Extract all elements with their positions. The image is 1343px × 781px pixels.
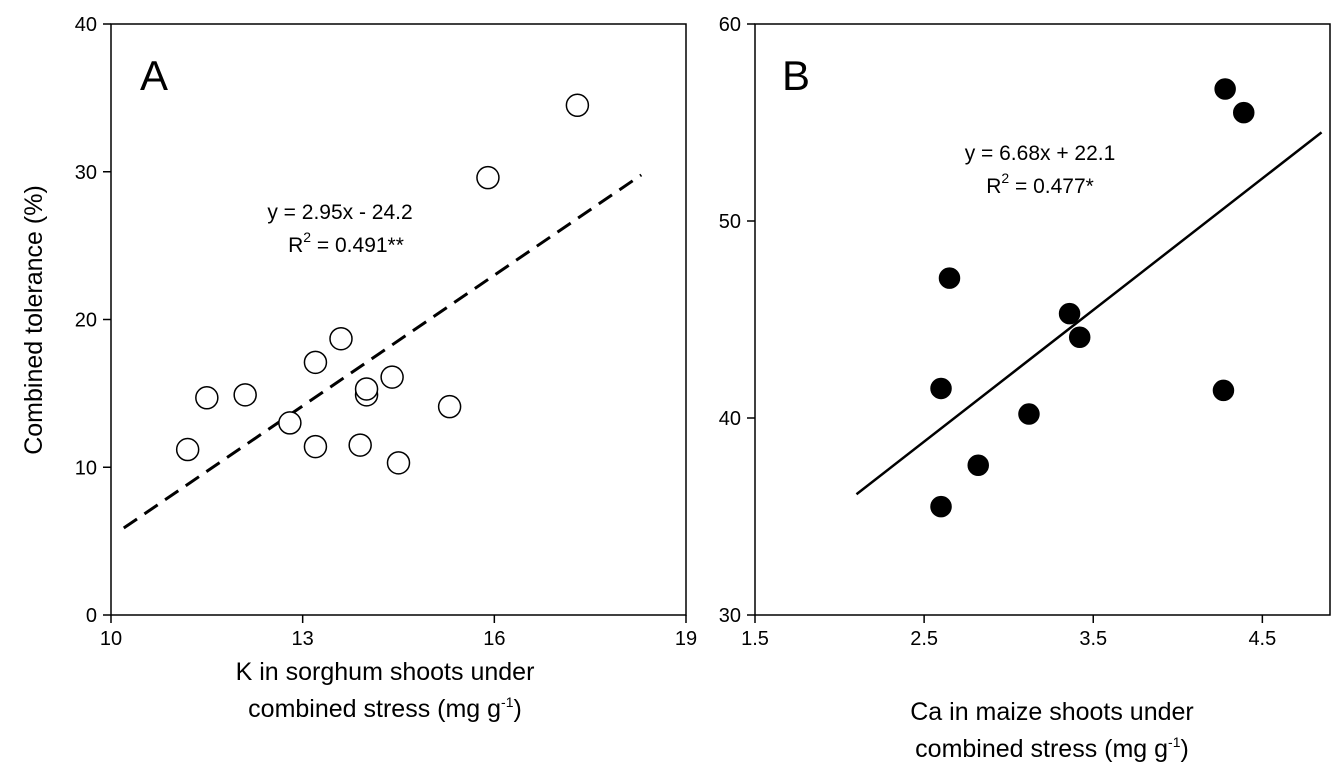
data-point: [437, 394, 462, 419]
data-point: [303, 350, 328, 375]
data-point: [1018, 403, 1040, 425]
data-point: [938, 267, 961, 289]
panel-b-x-axis-title-line2: combined stress (mg g-1): [915, 734, 1189, 763]
r2-value: = 0.477*: [1009, 175, 1094, 198]
data-point: [386, 451, 411, 475]
r2-superscript: 2: [303, 229, 311, 245]
panel-a-equation: y = 2.95x - 24.2: [267, 201, 412, 224]
data-point: [348, 433, 372, 457]
panel-b-x-axis-title-line1: Ca in maize shoots under: [910, 698, 1193, 726]
r2-superscript: 2: [1001, 170, 1009, 186]
y-tick-label: 30: [719, 605, 741, 627]
y-tick-label: 0: [86, 605, 97, 627]
panel-b-equation: y = 6.68x + 22.1: [965, 142, 1116, 165]
data-point: [175, 437, 200, 462]
data-point: [1214, 78, 1236, 100]
x-tick-label: 13: [292, 628, 314, 650]
y-tick-label: 60: [719, 14, 741, 36]
data-point: [329, 326, 353, 351]
y-tick-label: 50: [719, 211, 741, 233]
panel-a-plot-frame: [110, 23, 687, 616]
r2-value: = 0.491**: [311, 234, 404, 257]
data-point: [476, 165, 500, 190]
data-point: [380, 365, 404, 389]
x-title-close: ): [514, 695, 522, 723]
x-title-close: ): [1181, 735, 1189, 763]
x-tick-label: 10: [100, 628, 122, 650]
panel-a-letter: A: [140, 52, 168, 99]
y-tick-label: 20: [75, 310, 97, 332]
data-point: [565, 93, 590, 118]
panel-b-r-squared: R2 = 0.477*: [986, 170, 1094, 198]
data-point: [303, 434, 328, 459]
data-point: [195, 386, 219, 410]
data-point: [354, 377, 379, 401]
panel-a-regression-line: [122, 173, 643, 530]
panel-a-x-axis-title-line2: combined stress (mg g-1): [248, 694, 522, 723]
panel-b-letter: B: [782, 52, 810, 99]
data-point: [930, 495, 952, 518]
y-tick-label: 40: [719, 408, 741, 430]
x-tick-label: 16: [483, 628, 505, 650]
panel-a-y-axis-title: Combined tolerance (%): [20, 185, 48, 455]
x-title-text: combined stress (mg g: [915, 735, 1168, 763]
r2-prefix: R: [288, 234, 303, 257]
panel-a-x-axis-title-line1: K in sorghum shoots under: [236, 658, 535, 686]
data-point: [930, 377, 952, 400]
x-tick-label: 19: [675, 628, 697, 650]
x-tick-label: 1.5: [741, 628, 769, 650]
x-title-text: combined stress (mg g: [248, 695, 501, 723]
x-tick-label: 4.5: [1248, 628, 1276, 650]
x-title-superscript: -1: [501, 694, 514, 710]
data-point: [1058, 302, 1081, 325]
panel-a-points: [175, 93, 590, 475]
data-point: [1068, 326, 1091, 348]
panel-b-plot-frame: [754, 23, 1331, 616]
panel-b-points: [930, 78, 1255, 518]
data-point: [278, 411, 302, 435]
panel-b-ticks: 30 40 50 60 1.5 2.5 3.5 4.5: [719, 14, 1277, 650]
x-title-superscript: -1: [1168, 734, 1181, 750]
data-point: [1212, 379, 1235, 402]
y-tick-label: 30: [75, 162, 97, 184]
x-tick-label: 3.5: [1079, 628, 1107, 650]
data-point: [1233, 101, 1255, 124]
data-point: [967, 454, 989, 477]
panel-a-r-squared: R2 = 0.491**: [288, 229, 404, 257]
panel-b-regression-line: [855, 131, 1323, 496]
data-point: [233, 383, 257, 407]
x-tick-label: 2.5: [910, 628, 938, 650]
r2-prefix: R: [986, 175, 1001, 198]
y-tick-label: 40: [75, 14, 97, 36]
y-tick-label: 10: [75, 457, 97, 479]
